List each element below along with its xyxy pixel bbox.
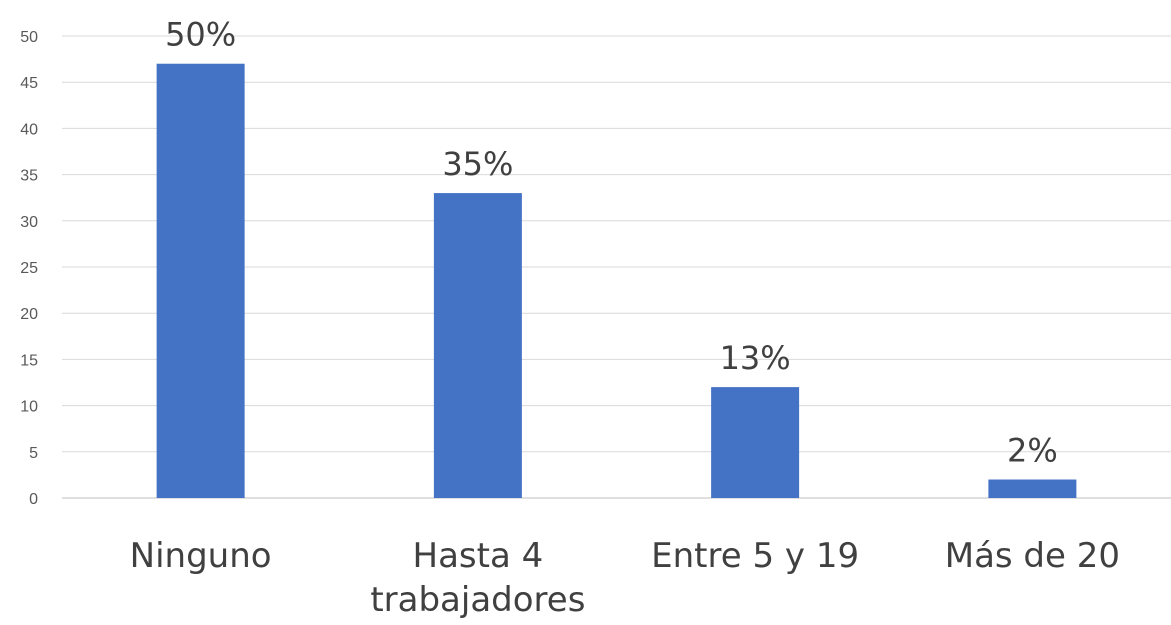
y-tick-label: 45: [20, 75, 38, 92]
bars: [156, 63, 1077, 498]
gridlines: [62, 35, 1171, 499]
category-label-line: trabajadores: [370, 580, 585, 620]
x-axis-categories: Ninguno Hasta 4 trabajadores Entre 5 y 19 Má…: [130, 536, 1120, 620]
bar: [711, 387, 800, 498]
category-label: Entre 5 y 19: [651, 536, 859, 576]
category-label-line: Ninguno: [130, 536, 272, 576]
category-label: Hasta 4 trabajadores: [370, 536, 585, 620]
y-tick-label: 0: [29, 491, 38, 508]
data-label: 35%: [442, 145, 513, 183]
category-label: Ninguno: [130, 536, 272, 576]
y-tick-label: 30: [20, 214, 38, 231]
y-tick-label: 20: [20, 306, 38, 323]
bar: [433, 193, 522, 498]
y-tick-label: 15: [20, 352, 38, 369]
bar: [988, 479, 1077, 498]
data-label: 2%: [1007, 432, 1058, 470]
y-tick-label: 40: [20, 121, 38, 138]
bar: [156, 63, 245, 498]
category-label-line: Hasta 4: [413, 536, 544, 576]
data-labels: 50% 35% 13% 2%: [165, 16, 1058, 470]
data-label: 13%: [720, 339, 791, 377]
y-tick-label: 10: [20, 399, 38, 416]
category-label: Más de 20: [945, 536, 1120, 576]
category-label-line: Entre 5 y 19: [651, 536, 859, 576]
y-tick-label: 5: [29, 445, 38, 462]
y-tick-label: 25: [20, 260, 38, 277]
y-tick-label: 35: [20, 168, 38, 185]
data-label: 50%: [165, 16, 236, 54]
y-axis-ticks: 0 5 10 15 20 25 30 35 40 45 50: [20, 29, 38, 508]
category-label-line: Más de 20: [945, 536, 1120, 576]
y-tick-label: 50: [20, 29, 38, 46]
